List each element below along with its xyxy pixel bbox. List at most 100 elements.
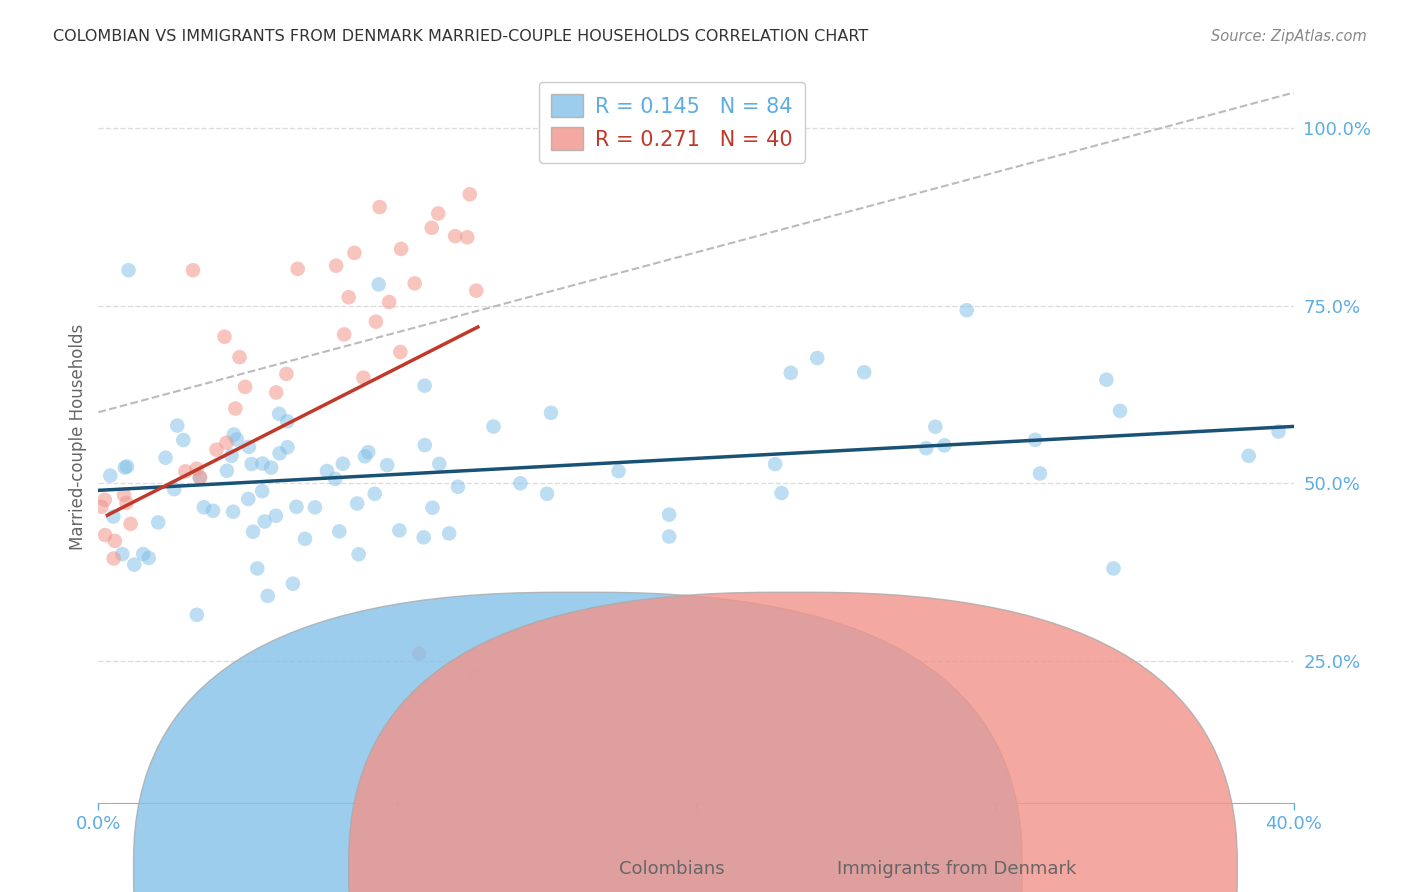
- Point: [120, 516, 142, 531]
- Point: [1267, 425, 1289, 439]
- Point: [238, 491, 260, 506]
- Text: Source: ZipAtlas.com: Source: ZipAtlas.com: [1211, 29, 1367, 44]
- Point: [352, 370, 374, 384]
- Point: [333, 327, 356, 342]
- Text: COLOMBIAN VS IMMIGRANTS FROM DENMARK MARRIED-COUPLE HOUSEHOLDS CORRELATION CHART: COLOMBIAN VS IMMIGRANTS FROM DENMARK MAR…: [53, 29, 869, 44]
- Point: [607, 464, 630, 478]
- Point: [540, 406, 562, 420]
- Point: [413, 378, 436, 392]
- Point: [354, 450, 377, 464]
- Point: [242, 524, 264, 539]
- Point: [238, 440, 260, 454]
- Point: [214, 330, 236, 344]
- Point: [420, 220, 443, 235]
- Point: [124, 558, 146, 572]
- Point: [328, 524, 350, 539]
- Point: [422, 500, 444, 515]
- Point: [458, 187, 481, 202]
- Point: [138, 550, 160, 565]
- Point: [412, 530, 434, 544]
- Point: [260, 460, 283, 475]
- Point: [202, 504, 225, 518]
- Point: [90, 500, 112, 514]
- Point: [188, 470, 211, 484]
- Point: [294, 532, 316, 546]
- Point: [1109, 404, 1132, 418]
- Point: [456, 230, 478, 244]
- Point: [368, 200, 391, 214]
- Point: [215, 435, 238, 450]
- Point: [413, 438, 436, 452]
- Point: [956, 303, 979, 318]
- Text: Colombians: Colombians: [619, 860, 724, 878]
- Point: [281, 576, 304, 591]
- Point: [1237, 449, 1260, 463]
- Point: [276, 414, 298, 428]
- Point: [117, 263, 139, 277]
- Point: [233, 380, 256, 394]
- Legend: R = 0.145   N = 84, R = 0.271   N = 40: R = 0.145 N = 84, R = 0.271 N = 40: [538, 82, 806, 162]
- Point: [806, 351, 828, 365]
- Point: [115, 496, 138, 510]
- Point: [763, 457, 786, 471]
- Point: [304, 500, 326, 515]
- Point: [427, 457, 450, 471]
- Point: [1102, 561, 1125, 575]
- Point: [363, 487, 385, 501]
- Point: [463, 668, 485, 682]
- Point: [285, 500, 308, 514]
- Point: [174, 464, 197, 478]
- Point: [256, 589, 278, 603]
- Point: [246, 561, 269, 575]
- Point: [181, 263, 204, 277]
- Point: [269, 407, 291, 421]
- Point: [779, 366, 801, 380]
- Point: [287, 261, 309, 276]
- Point: [215, 464, 238, 478]
- Point: [658, 529, 681, 543]
- Point: [250, 484, 273, 499]
- Point: [186, 461, 208, 475]
- Point: [264, 508, 287, 523]
- Point: [112, 488, 135, 502]
- Y-axis label: Married-couple Households: Married-couple Households: [69, 324, 87, 550]
- Point: [115, 459, 138, 474]
- Point: [276, 367, 298, 381]
- Point: [404, 277, 426, 291]
- Point: [934, 438, 956, 452]
- Point: [188, 470, 211, 484]
- Point: [389, 345, 412, 359]
- Point: [347, 547, 370, 561]
- Point: [316, 464, 339, 478]
- Point: [509, 476, 531, 491]
- Point: [323, 472, 346, 486]
- Point: [221, 449, 243, 463]
- Point: [337, 290, 360, 304]
- Point: [343, 246, 366, 260]
- Point: [658, 508, 681, 522]
- Point: [193, 500, 215, 515]
- Point: [388, 524, 411, 538]
- Point: [1024, 433, 1046, 447]
- Point: [225, 433, 247, 447]
- Point: [346, 496, 368, 510]
- Point: [253, 515, 276, 529]
- Point: [98, 468, 121, 483]
- Point: [103, 551, 125, 566]
- Point: [172, 433, 194, 447]
- Point: [111, 547, 134, 561]
- Text: Immigrants from Denmark: Immigrants from Denmark: [837, 860, 1076, 878]
- Point: [186, 607, 208, 622]
- Point: [205, 442, 228, 457]
- Point: [132, 547, 155, 561]
- Point: [166, 418, 188, 433]
- Point: [437, 526, 460, 541]
- Point: [222, 505, 245, 519]
- Point: [155, 450, 177, 465]
- Point: [94, 492, 117, 507]
- Point: [357, 445, 380, 459]
- Point: [103, 509, 125, 524]
- Point: [465, 284, 488, 298]
- Point: [264, 385, 287, 400]
- Point: [447, 480, 470, 494]
